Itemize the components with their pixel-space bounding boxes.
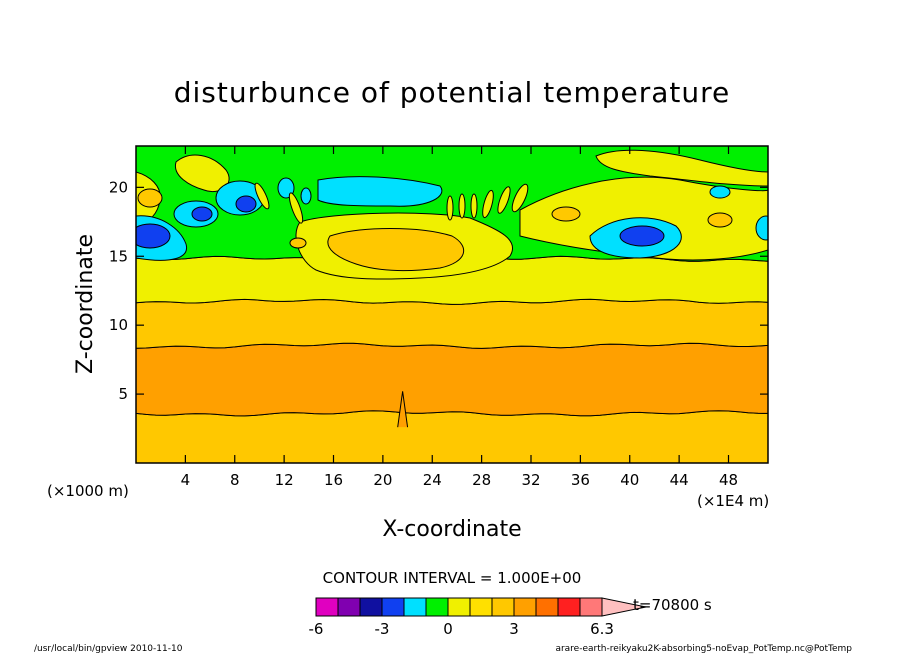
- footer-left: /usr/local/bin/gpview 2010-11-10: [34, 644, 183, 654]
- colorbar-tick-label: -6: [309, 620, 324, 638]
- time-label: t=70800 s: [633, 596, 712, 614]
- colorbar-ticks: -6 -3 0 3 6.3: [309, 620, 614, 638]
- x-tick-label: 36: [571, 471, 590, 489]
- y-tick-label: 15: [109, 247, 128, 265]
- orange-spot: [707, 212, 733, 228]
- colorbar-tick-label: 0: [443, 620, 453, 638]
- blue-core: [235, 195, 257, 213]
- cyan-cell-center: [317, 176, 443, 207]
- colorbar-swatch: [337, 597, 361, 617]
- orange-spot: [137, 188, 163, 208]
- x-axis-label: X-coordinate: [382, 517, 521, 542]
- yellow-lobe-top-right: [595, 149, 768, 187]
- y-tick-label: 5: [118, 385, 128, 403]
- x-tick-label: 12: [275, 471, 294, 489]
- contour-spike: [397, 391, 409, 428]
- x-tick-label: 8: [230, 471, 240, 489]
- contour-band: [136, 342, 768, 417]
- contour-band: [136, 298, 768, 349]
- orange-spot: [551, 206, 581, 222]
- x-unit-left: (×1000 m): [47, 482, 129, 500]
- x-axis: 4 8 12 16 20 24 28 32 36 40 44 48: [181, 146, 738, 489]
- x-tick-label: 4: [181, 471, 191, 489]
- colorbar-tick-label: 3: [509, 620, 519, 638]
- contour-interval: CONTOUR INTERVAL = 1.000E+00: [323, 569, 582, 587]
- x-tick-label: 28: [472, 471, 491, 489]
- orange-center-core: [327, 228, 465, 272]
- colorbar: [315, 597, 647, 617]
- colorbar-swatch: [381, 597, 405, 617]
- y-axis-label: Z-coordinate: [73, 234, 98, 374]
- contour-band: [136, 410, 768, 463]
- colorbar-tick-label: -3: [375, 620, 390, 638]
- footer-right: arare-earth-reikyaku2K-absorbing5-noEvap…: [555, 644, 852, 654]
- cyan-cell: [709, 185, 731, 199]
- x-tick-label: 16: [324, 471, 343, 489]
- wave-streaks: [254, 182, 529, 224]
- x-tick-label: 48: [719, 471, 738, 489]
- colorbar-swatch: [403, 597, 427, 617]
- x-tick-label: 24: [423, 471, 442, 489]
- cyan-cell: [300, 187, 312, 205]
- cyan-cell: [755, 215, 768, 241]
- orange-spot: [289, 237, 307, 249]
- colorbar-swatch: [513, 597, 537, 617]
- x-tick-label: 32: [521, 471, 540, 489]
- colorbar-arrow: [601, 597, 647, 617]
- colorbar-swatch: [491, 597, 515, 617]
- y-tick-label: 20: [109, 178, 128, 196]
- colorbar-swatch: [579, 597, 603, 617]
- colorbar-swatch: [359, 597, 383, 617]
- upper-features: [136, 149, 768, 280]
- colorbar-tick-label: 6.3: [590, 620, 614, 638]
- colorbar-swatch: [535, 597, 559, 617]
- colorbar-swatch: [469, 597, 493, 617]
- blue-core: [191, 206, 213, 222]
- colorbar-swatch: [315, 597, 339, 617]
- chart-title: disturbunce of potential temperature: [174, 76, 731, 109]
- contour-bands: [136, 146, 768, 463]
- x-tick-label: 44: [670, 471, 689, 489]
- x-tick-label: 20: [373, 471, 392, 489]
- colorbar-swatch: [447, 597, 471, 617]
- plot-area: [136, 146, 768, 463]
- plot-frame: [135, 145, 769, 464]
- x-tick-label: 40: [620, 471, 639, 489]
- colorbar-swatch: [425, 597, 449, 617]
- blue-core: [619, 225, 665, 247]
- x-unit-right: (×1E4 m): [697, 492, 769, 510]
- blue-core: [136, 223, 171, 249]
- y-axis: 5 10 15 20: [109, 178, 768, 403]
- y-tick-label: 10: [109, 316, 128, 334]
- colorbar-swatch: [557, 597, 581, 617]
